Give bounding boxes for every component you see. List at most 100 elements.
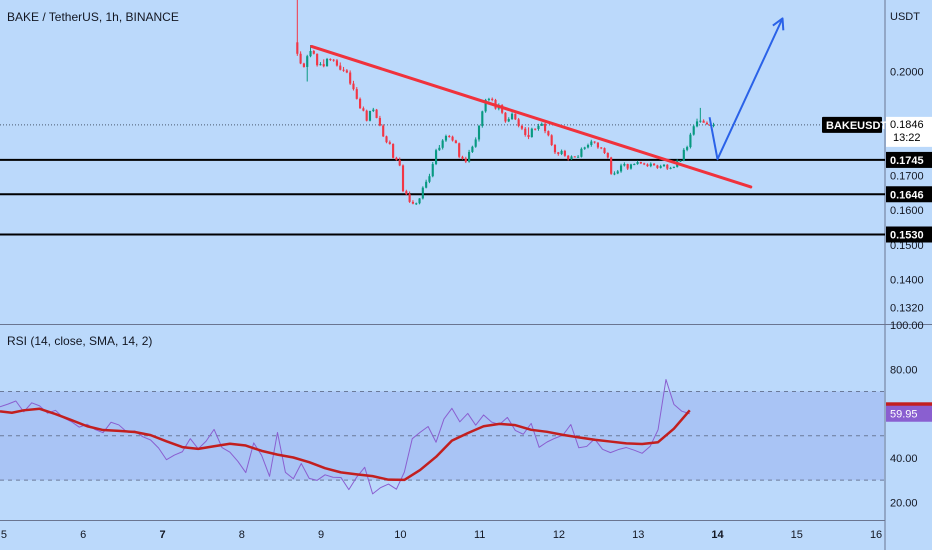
- time-tick-label: 10: [394, 529, 406, 541]
- candle-body: [388, 142, 391, 144]
- candle-body: [458, 143, 461, 157]
- candle-body: [560, 150, 563, 155]
- candle-body: [309, 50, 312, 57]
- candle-body: [712, 124, 715, 126]
- descending-trendline: [310, 44, 753, 189]
- candle-body: [411, 201, 415, 204]
- candle-body: [643, 163, 646, 165]
- candle-body: [306, 56, 309, 67]
- rsi-axis-ticks: 100.00 80.00 40.00 20.00: [890, 320, 924, 509]
- candle-body: [616, 171, 619, 174]
- candle-body: [335, 60, 339, 66]
- candle-body: [342, 69, 345, 71]
- candle-body: [484, 99, 487, 112]
- symbol-label: BAKEUSDT: [826, 120, 887, 132]
- candle-body: [666, 164, 669, 169]
- rsi-title: RSI (14, close, SMA, 14, 2): [7, 334, 152, 348]
- candle-body: [573, 156, 576, 158]
- candle-body: [540, 123, 543, 126]
- rsi-lines: [0, 379, 691, 495]
- time-tick-label: 14: [711, 529, 724, 541]
- candle-body: [596, 142, 599, 148]
- rsi-value-box: [886, 405, 932, 422]
- candle-body: [431, 164, 434, 177]
- candle-body: [444, 135, 448, 141]
- price-tick-label: 0.1500: [890, 240, 924, 252]
- candle-body: [653, 163, 656, 166]
- candle-body: [322, 64, 325, 67]
- candle-body: [557, 152, 560, 155]
- candle-body: [491, 98, 494, 100]
- time-tick-label: 6: [80, 529, 86, 541]
- candle-body: [672, 166, 675, 168]
- candle-body: [418, 198, 421, 204]
- candle-body: [603, 148, 606, 153]
- candle-body: [392, 143, 395, 158]
- candle-body: [593, 141, 596, 143]
- candle-body: [299, 53, 302, 64]
- candle-body: [329, 58, 332, 60]
- candle-body: [471, 146, 474, 152]
- candle-body: [448, 135, 451, 137]
- price-scale-labels: 0.184613:22BAKEUSDT0.17450.16460.153061.…: [822, 116, 932, 422]
- candle-body: [464, 158, 467, 162]
- candle-body: [415, 203, 418, 205]
- candle-body: [705, 122, 709, 125]
- candle-body: [530, 128, 533, 138]
- candle-body: [520, 125, 524, 129]
- symbol-label-box: [822, 116, 882, 133]
- candle-body: [686, 147, 689, 150]
- candle-body: [438, 147, 441, 151]
- candle-body: [316, 53, 319, 66]
- time-tick-label: 7: [159, 529, 165, 541]
- price-tick-label: 0.1600: [890, 205, 924, 217]
- candle-body: [649, 163, 652, 167]
- candle-body: [425, 181, 428, 188]
- candle-body: [481, 111, 484, 126]
- candle-body: [619, 165, 623, 172]
- candle-body: [296, 42, 299, 54]
- candle-body: [408, 194, 411, 202]
- candle-body: [312, 50, 315, 54]
- candle-body: [702, 120, 705, 123]
- candle-body: [656, 165, 659, 168]
- price-tick-label: 0.2000: [890, 66, 924, 78]
- price-tick-label: 0.1400: [890, 275, 924, 287]
- candle-body: [345, 70, 348, 73]
- candle-body: [352, 83, 355, 90]
- candle-body: [527, 134, 530, 138]
- candle-body: [487, 98, 490, 100]
- candle-body: [679, 160, 682, 162]
- level-price-box: [886, 151, 932, 168]
- candle-body: [375, 109, 378, 118]
- candle-body: [606, 152, 609, 158]
- candle-body: [547, 131, 550, 136]
- candle-body: [378, 117, 381, 126]
- rsi-tick-label: 100.00: [890, 320, 924, 332]
- projection-path: [708, 17, 784, 161]
- candle-body: [550, 135, 553, 146]
- candlestick-series: [296, 0, 715, 206]
- candle-body: [339, 65, 342, 70]
- price-tick-label: 0.1320: [890, 302, 924, 314]
- last-price-value: 0.1846: [890, 119, 924, 131]
- candle-body: [401, 165, 405, 192]
- candle-body: [451, 136, 454, 141]
- candle-body: [636, 162, 639, 165]
- bar-countdown: 13:22: [893, 132, 921, 144]
- candle-body: [395, 157, 398, 160]
- candle-body: [372, 109, 375, 112]
- chart-title: BAKE / TetherUS, 1h, BINANCE: [7, 10, 179, 24]
- candle-body: [586, 145, 590, 148]
- candle-body: [454, 140, 457, 144]
- candle-body: [553, 145, 557, 153]
- candle-body: [365, 110, 368, 121]
- candle-body: [477, 125, 481, 140]
- candle-body: [626, 164, 629, 169]
- candle-body: [382, 125, 385, 137]
- candle-body: [524, 128, 527, 135]
- candle-body: [441, 140, 444, 148]
- time-tick-label: 9: [318, 529, 324, 541]
- candle-body: [355, 89, 358, 99]
- candle-body: [699, 120, 702, 122]
